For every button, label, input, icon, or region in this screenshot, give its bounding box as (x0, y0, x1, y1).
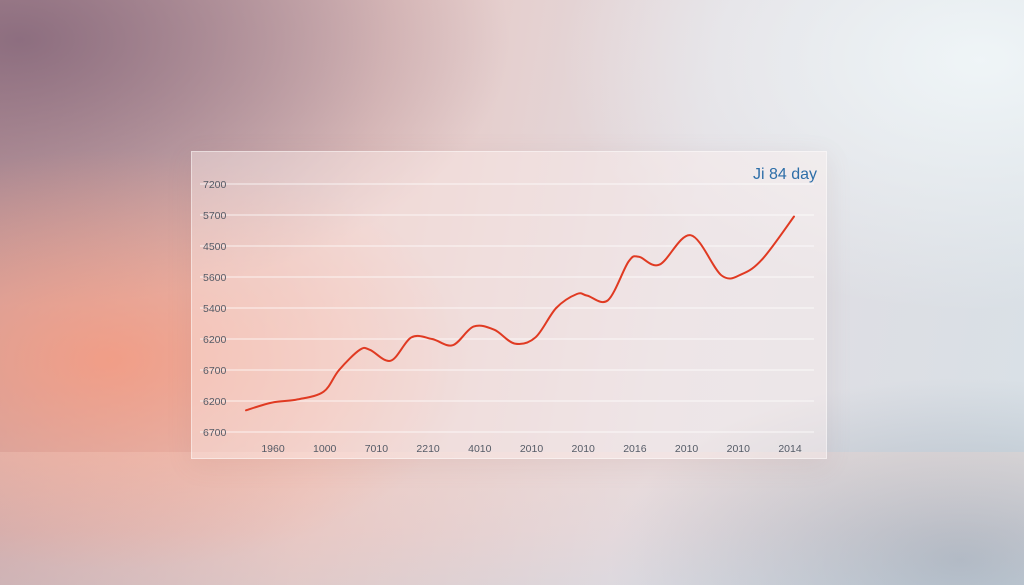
y-tick-label: 6700 (203, 365, 227, 377)
y-tick-label: 7200 (203, 179, 227, 191)
series-layer (245, 215, 795, 412)
series-line (245, 215, 795, 412)
y-tick-label: 4500 (203, 241, 227, 253)
y-tick-label: 6700 (203, 427, 227, 439)
y-tick-label: 5600 (203, 272, 227, 284)
chart-title: Ji 84 day (752, 166, 817, 183)
x-tick-label: 1000 (313, 443, 337, 455)
x-tick-label: 2210 (416, 443, 440, 455)
x-tick-label: 2016 (623, 443, 647, 455)
x-tick-label: 1960 (261, 443, 285, 455)
y-tick-label: 5400 (203, 303, 227, 315)
y-tick-label: 6200 (203, 396, 227, 408)
x-tick-label: 2010 (675, 443, 699, 455)
x-tick-label: 4010 (468, 443, 492, 455)
y-tick-label: 5700 (203, 210, 227, 222)
grid-lines (200, 183, 814, 433)
chart-panel: 7200 5700 4500 5600 5400 6200 6700 6200 6700 196… (191, 151, 827, 459)
y-tick-label: 6200 (203, 334, 227, 346)
x-tick-label: 2010 (572, 443, 596, 455)
x-tick-label: 2014 (778, 443, 802, 455)
background-floor (0, 452, 1024, 585)
x-tick-label: 7010 (365, 443, 389, 455)
x-tick-label: 2010 (520, 443, 544, 455)
x-axis-ticks: 1960 1000 7010 2210 4010 2010 2010 2016 2010 2010… (261, 443, 802, 455)
y-axis-ticks: 7200 5700 4500 5600 5400 6200 6700 6200 6700 (203, 179, 227, 439)
x-tick-label: 2010 (727, 443, 751, 455)
line-chart: 7200 5700 4500 5600 5400 6200 6700 6200 6700 196… (200, 179, 814, 455)
